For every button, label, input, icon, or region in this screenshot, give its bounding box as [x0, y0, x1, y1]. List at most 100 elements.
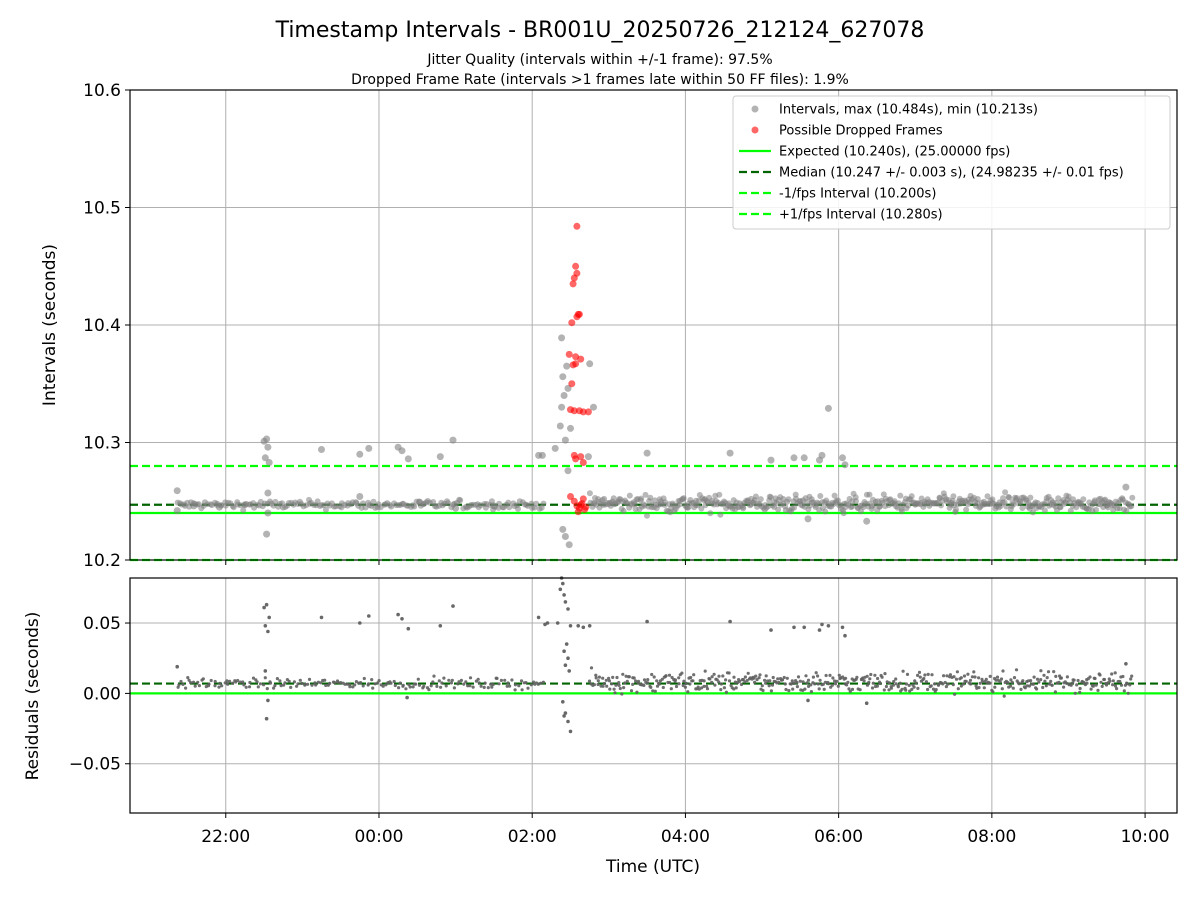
residual-point — [236, 678, 240, 683]
residual-point — [541, 680, 546, 684]
interval-point — [740, 505, 747, 512]
residual-point — [529, 683, 533, 687]
residual-point — [692, 673, 696, 677]
interval-point — [263, 530, 271, 538]
residual-point — [307, 677, 312, 682]
residual-point — [242, 683, 246, 687]
dropped-frame-point — [570, 407, 578, 415]
residual-point — [377, 679, 381, 683]
residual-point — [400, 617, 404, 621]
residual-point — [1073, 691, 1077, 695]
residual-point — [796, 675, 801, 679]
residual-point — [218, 681, 222, 685]
interval-point — [551, 444, 559, 452]
residual-point — [184, 686, 188, 690]
residual-point — [865, 674, 869, 678]
residual-point — [761, 688, 765, 693]
interval-point — [314, 498, 321, 505]
residual-point — [367, 614, 371, 618]
residual-point — [769, 689, 774, 693]
residual-point — [289, 685, 293, 690]
interval-point — [839, 454, 846, 462]
residual-point — [970, 675, 975, 679]
chart-subtitle-dropped: Dropped Frame Rate (intervals >1 frames … — [351, 72, 849, 88]
dropped-frame-point — [573, 222, 581, 230]
residual-point — [209, 678, 213, 683]
residual-point — [447, 678, 451, 682]
residual-point — [636, 679, 641, 683]
residual-point — [479, 684, 483, 688]
residual-point — [268, 681, 273, 685]
interval-point — [790, 454, 798, 462]
interval-point — [824, 404, 832, 412]
residual-point — [962, 674, 967, 678]
residual-point — [933, 682, 937, 686]
interval-point — [620, 508, 627, 514]
interval-point — [533, 500, 540, 507]
residual-point — [632, 676, 636, 680]
interval-point — [398, 447, 406, 455]
residual-point — [362, 676, 366, 681]
residual-point — [924, 680, 929, 684]
residual-point — [652, 675, 656, 679]
residual-point — [566, 607, 570, 611]
residual-point — [314, 683, 318, 687]
residual-point — [840, 625, 845, 630]
residual-point — [713, 683, 717, 687]
residual-point — [642, 683, 646, 688]
residual-point — [627, 675, 631, 679]
residual-point — [384, 683, 388, 687]
residual-point — [228, 679, 232, 683]
residual-point — [930, 673, 934, 677]
residual-point — [862, 679, 866, 683]
residual-point — [705, 684, 709, 688]
residual-point — [620, 692, 624, 696]
interval-point — [1103, 501, 1111, 509]
residual-point — [416, 677, 420, 681]
residual-point — [998, 680, 1002, 684]
residual-point — [702, 679, 706, 683]
residual-point — [1072, 678, 1076, 682]
residual-point — [864, 701, 869, 705]
interval-point — [638, 495, 645, 502]
residual-point — [1010, 680, 1014, 684]
interval-point — [1093, 506, 1099, 513]
dropped-frame-point — [572, 262, 580, 270]
residual-point — [784, 687, 788, 692]
residual-point — [1098, 673, 1102, 677]
residual-point — [1039, 678, 1043, 682]
residual-point — [263, 676, 267, 680]
residual-point — [404, 687, 408, 691]
residual-point — [1059, 676, 1063, 680]
residual-point — [733, 680, 738, 684]
residual-point — [217, 685, 221, 689]
residuals-x-ticks: 22:00 00:00 02:00 04:00 06:00 08:00 10:00 — [201, 813, 1170, 847]
interval-point — [1067, 507, 1074, 514]
residual-point — [622, 686, 626, 690]
residual-point — [539, 681, 543, 685]
interval-point — [601, 495, 608, 502]
x-tick-label: 22:00 — [201, 827, 250, 847]
residual-point — [826, 624, 831, 628]
interval-point — [817, 493, 824, 499]
residual-point — [568, 624, 573, 628]
residual-point — [624, 674, 628, 678]
residual-point — [482, 685, 486, 690]
residual-point — [916, 686, 920, 691]
residual-point — [427, 688, 431, 692]
residual-point — [1113, 671, 1117, 675]
residual-point — [803, 687, 807, 691]
interval-point — [1010, 501, 1017, 508]
residual-point — [894, 677, 898, 681]
residual-point — [510, 678, 514, 682]
x-tick-label: 00:00 — [354, 827, 403, 847]
residual-point — [926, 672, 930, 677]
residual-point — [1031, 682, 1035, 686]
residual-point — [273, 684, 277, 688]
interval-point — [506, 504, 513, 511]
residual-point — [894, 682, 898, 686]
legend-label-median: Median (10.247 +/- 0.003 s), (24.98235 +… — [779, 166, 1124, 181]
residual-point — [248, 680, 252, 685]
x-tick-label: 02:00 — [508, 827, 557, 847]
dropped-frame-point — [572, 455, 580, 463]
